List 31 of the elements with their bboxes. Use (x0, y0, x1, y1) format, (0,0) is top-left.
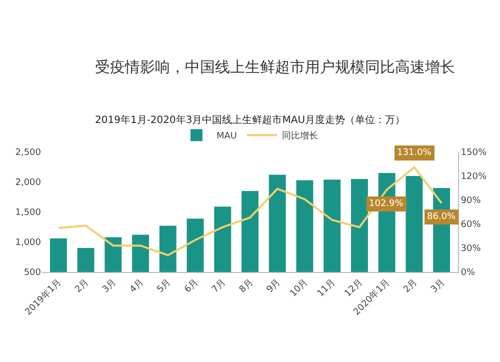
legend-label: MAU (216, 132, 238, 142)
chart-title: 受疫情影响，中国线上生鲜超市用户规模同比高速增长 (95, 58, 455, 76)
y2-tick-label: 60% (460, 220, 482, 230)
x-tick-label: 9月 (265, 278, 283, 296)
x-tick-label: 2月 (402, 278, 420, 296)
y-tick-label: 1,000 (15, 238, 42, 248)
y2-tick-label: 150% (460, 148, 487, 158)
x-tick-label: 2月 (74, 278, 92, 296)
y2-tick-label: 90% (460, 196, 482, 206)
x-tick-label: 6月 (183, 278, 201, 296)
y-tick-label: 500 (24, 268, 42, 278)
x-tick-label: 5月 (156, 278, 174, 296)
x-tick-label: 4月 (128, 278, 146, 296)
x-tick-label: 3月 (100, 278, 118, 296)
data-label: 86.0% (427, 212, 456, 222)
y-tick-label: 1,500 (15, 208, 42, 218)
x-tick-label: 3月 (429, 278, 447, 296)
y-tick-label: 2,500 (15, 148, 42, 158)
legend-label: 同比增长 (282, 130, 318, 142)
x-tick-label: 10月 (288, 278, 310, 300)
y2-tick-label: 120% (460, 172, 487, 182)
chart-subtitle: 2019年1月-2020年3月中国线上生鲜超市MAU月度走势（单位：万） (95, 114, 406, 126)
data-label: 102.9% (369, 199, 404, 209)
data-label: 131.0% (397, 148, 432, 158)
x-tick-label: 11月 (316, 278, 338, 300)
x-tick-label: 12月 (343, 278, 365, 300)
x-tick-label: 8月 (238, 278, 256, 296)
x-tick-label: 7月 (210, 278, 228, 296)
y-tick-label: 2,000 (15, 178, 42, 188)
y2-tick-label: 0% (460, 268, 476, 278)
y2-tick-label: 30% (460, 244, 482, 254)
